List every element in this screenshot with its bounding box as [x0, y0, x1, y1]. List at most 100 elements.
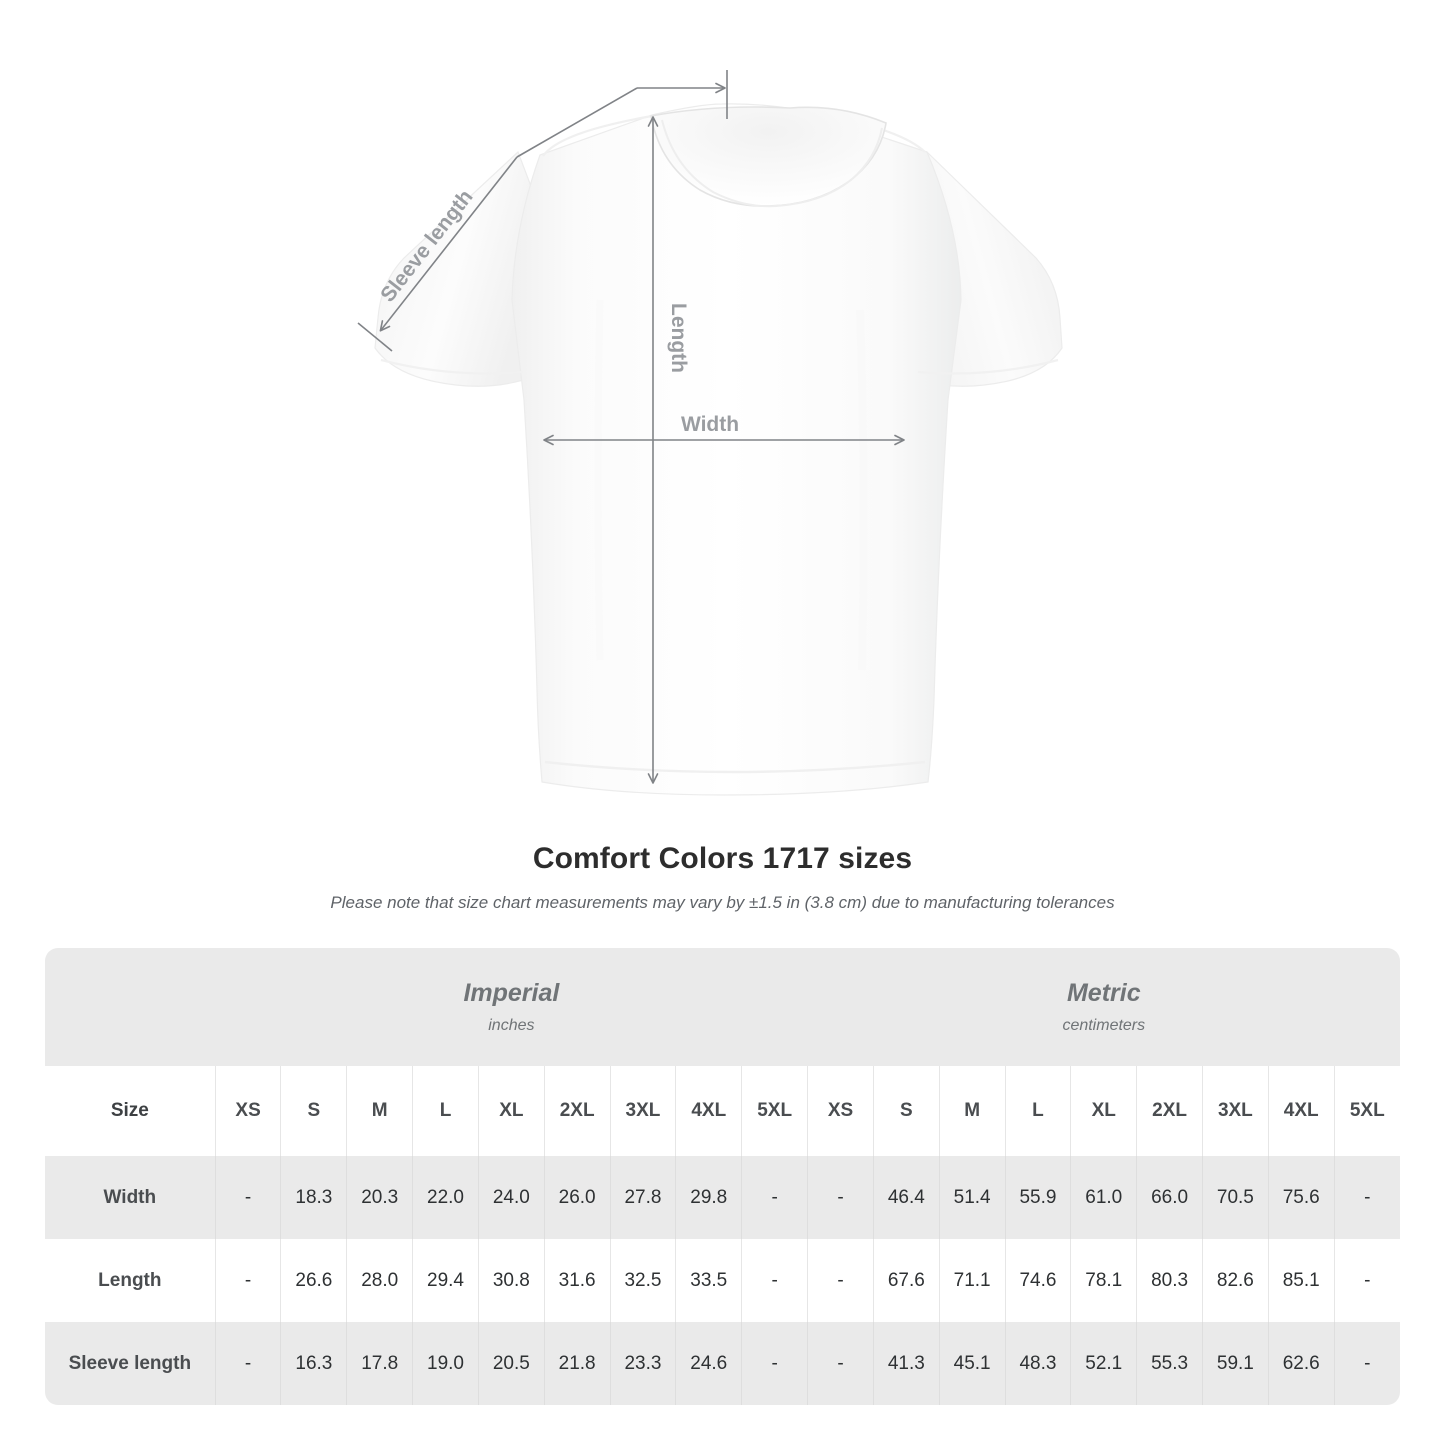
cell-metric: 55.3	[1136, 1322, 1203, 1405]
cell-imperial: 26.6	[280, 1239, 348, 1322]
tshirt-graphic	[374, 103, 1063, 796]
cell-imperial: 23.3	[610, 1322, 677, 1405]
cell-imperial: 19.0	[412, 1322, 479, 1405]
size-header-metric-m: M	[939, 1066, 1006, 1156]
tshirt-body-shape	[511, 103, 962, 796]
cell-imperial: 16.3	[280, 1322, 348, 1405]
cell-imperial: -	[215, 1322, 282, 1405]
unit-banner-spacer	[45, 948, 216, 1066]
width-annotation: Width	[543, 413, 905, 446]
page-title: Comfort Colors 1717 sizes	[532, 842, 913, 875]
cell-metric: 70.5	[1202, 1156, 1269, 1239]
cell-imperial: 18.3	[280, 1156, 348, 1239]
unit-group-imperial: Imperial inches	[215, 948, 808, 1066]
cell-imperial: 17.8	[346, 1322, 414, 1405]
cell-imperial: -	[215, 1239, 282, 1322]
cell-metric: -	[807, 1322, 874, 1405]
cell-metric: 46.4	[873, 1156, 940, 1239]
left-sleeve-shape	[374, 150, 541, 387]
cell-imperial: 33.5	[675, 1239, 743, 1322]
size-chart-table: Imperial inches Metric centimeters Size XS S M L…	[45, 948, 1400, 1405]
cell-metric: 55.9	[1005, 1156, 1072, 1239]
cell-metric: 80.3	[1136, 1239, 1203, 1322]
size-header-imperial-m: M	[346, 1066, 414, 1156]
length-annotation: Length	[647, 116, 690, 784]
size-header-metric-l: L	[1005, 1066, 1072, 1156]
cell-metric: -	[1334, 1239, 1400, 1322]
size-header-metric-s: S	[873, 1066, 940, 1156]
cell-metric: 61.0	[1070, 1156, 1138, 1239]
size-header-metric-4xl: 4XL	[1268, 1066, 1335, 1156]
cell-metric: 62.6	[1268, 1322, 1335, 1405]
size-header-imperial-xl: XL	[478, 1066, 545, 1156]
table-row: Width -18.3 20.3 22.0 24.0 26.0 27.8 29.8- -46.4…	[45, 1156, 1400, 1239]
cell-imperial: 31.6	[544, 1239, 611, 1322]
cell-imperial: 20.5	[478, 1322, 545, 1405]
cell-metric: 51.4	[939, 1156, 1006, 1239]
size-header-metric-3xl: 3XL	[1202, 1066, 1269, 1156]
cell-metric: 75.6	[1268, 1156, 1335, 1239]
size-header-imperial-3xl: 3XL	[610, 1066, 677, 1156]
size-column-header: Size	[45, 1066, 216, 1156]
row-label-sleeve-length: Sleeve length	[45, 1322, 216, 1405]
cell-imperial: 29.4	[412, 1239, 479, 1322]
cell-metric: 52.1	[1070, 1322, 1138, 1405]
cell-imperial: 28.0	[346, 1239, 414, 1322]
cell-metric: 74.6	[1005, 1239, 1072, 1322]
cell-imperial: 30.8	[478, 1239, 545, 1322]
cell-metric: 41.3	[873, 1322, 940, 1405]
cell-imperial: -	[741, 1322, 809, 1405]
size-header-imperial-xs: XS	[215, 1066, 282, 1156]
sleeve-length-leader-line	[516, 87, 638, 158]
cell-metric: 85.1	[1268, 1239, 1335, 1322]
unit-name-label: centimeters	[1062, 1017, 1146, 1034]
cell-metric: 82.6	[1202, 1239, 1269, 1322]
unit-name-label: inches	[488, 1017, 535, 1034]
cell-metric: 78.1	[1070, 1239, 1138, 1322]
width-label: Width	[681, 413, 739, 436]
size-header-imperial-s: S	[280, 1066, 348, 1156]
size-header-metric-5xl: 5XL	[1334, 1066, 1400, 1156]
unit-system-label: Imperial	[463, 979, 560, 1007]
row-label-length: Length	[45, 1239, 216, 1322]
unit-system-label: Metric	[1066, 979, 1141, 1007]
tolerance-note: Please note that size chart measurements…	[330, 893, 1115, 912]
cell-metric: 48.3	[1005, 1322, 1072, 1405]
sleeve-length-measure-line	[379, 156, 518, 332]
cell-imperial: 32.5	[610, 1239, 677, 1322]
cell-imperial: 21.8	[544, 1322, 611, 1405]
length-label: Length	[667, 303, 690, 373]
cell-imperial: 27.8	[610, 1156, 677, 1239]
cell-imperial: 24.0	[478, 1156, 545, 1239]
cell-metric: 45.1	[939, 1322, 1006, 1405]
size-header-imperial-4xl: 4XL	[675, 1066, 743, 1156]
size-header-metric-xl: XL	[1070, 1066, 1138, 1156]
size-table-container: Imperial inches Metric centimeters Size XS S M L…	[45, 948, 1400, 1405]
tshirt-measurement-figure: Sleeve length Length Width	[357, 70, 1063, 796]
cell-metric: -	[807, 1239, 874, 1322]
table-row: Sleeve length -16.3 17.8 19.0 20.5 21.8 23.3 24…	[45, 1322, 1400, 1405]
sleeve-length-end-tick	[357, 322, 393, 352]
cell-metric: 71.1	[939, 1239, 1006, 1322]
cell-imperial: 22.0	[412, 1156, 479, 1239]
cell-metric: 59.1	[1202, 1322, 1269, 1405]
size-header-metric-xs: XS	[807, 1066, 874, 1156]
table-row: Length -26.6 28.0 29.4 30.8 31.6 32.5 33.5- -67.…	[45, 1239, 1400, 1322]
size-header-imperial-5xl: 5XL	[741, 1066, 809, 1156]
size-header-metric-2xl: 2XL	[1136, 1066, 1203, 1156]
cell-metric: -	[1334, 1322, 1400, 1405]
size-header-imperial-2xl: 2XL	[544, 1066, 611, 1156]
cell-imperial: -	[741, 1239, 809, 1322]
size-chart-heading: Comfort Colors 1717 sizes Please note th…	[0, 840, 1445, 914]
cell-imperial: -	[215, 1156, 282, 1239]
cell-imperial: 29.8	[675, 1156, 743, 1239]
cell-metric: 66.0	[1136, 1156, 1203, 1239]
cell-imperial: 20.3	[346, 1156, 414, 1239]
cell-imperial: 24.6	[675, 1322, 743, 1405]
cell-metric: 67.6	[873, 1239, 940, 1322]
size-header-imperial-l: L	[412, 1066, 479, 1156]
cell-metric: -	[807, 1156, 874, 1239]
cell-metric: -	[1334, 1156, 1400, 1239]
size-header-row: Size XS S M L XL 2XL 3XL 4XL 5XL XS S M L XL 2XL 3XL 4XL 5…	[45, 1066, 1400, 1156]
cell-imperial: 26.0	[544, 1156, 611, 1239]
